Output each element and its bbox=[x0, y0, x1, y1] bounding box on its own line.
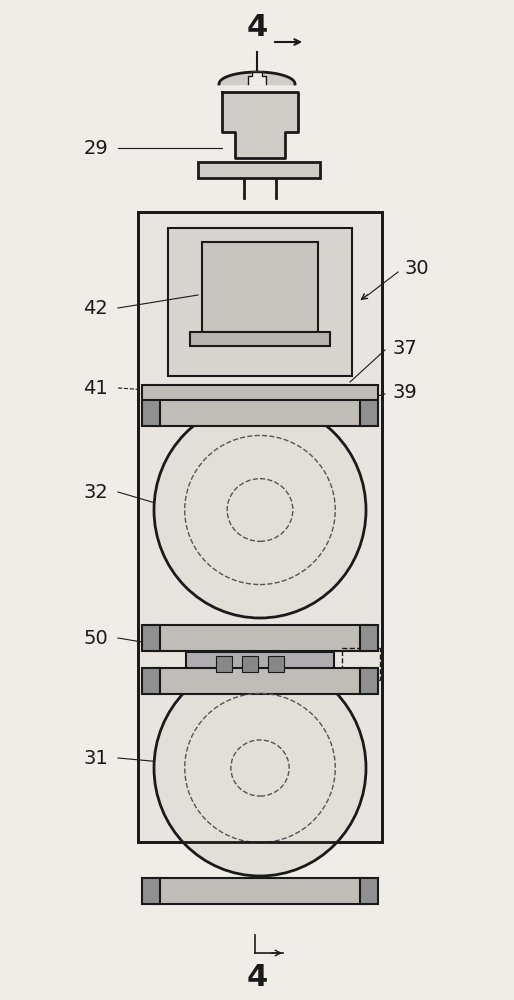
Bar bbox=[142, 878, 160, 904]
Bar bbox=[242, 656, 258, 672]
Bar bbox=[190, 332, 330, 346]
Text: 31: 31 bbox=[83, 748, 108, 768]
Bar bbox=[142, 668, 160, 694]
Bar bbox=[142, 400, 160, 426]
Text: 50: 50 bbox=[83, 629, 108, 648]
Bar bbox=[186, 652, 334, 676]
Ellipse shape bbox=[154, 402, 366, 618]
Text: 39: 39 bbox=[392, 382, 417, 401]
Polygon shape bbox=[248, 72, 266, 84]
Polygon shape bbox=[222, 92, 298, 158]
Bar bbox=[360, 878, 378, 904]
Bar bbox=[198, 162, 320, 178]
Bar bbox=[360, 625, 378, 651]
Bar bbox=[168, 228, 352, 376]
Bar bbox=[154, 668, 366, 694]
Bar bbox=[342, 648, 380, 680]
Text: 4: 4 bbox=[246, 964, 268, 992]
Bar bbox=[154, 625, 366, 651]
Text: 42: 42 bbox=[83, 298, 108, 318]
Text: 37: 37 bbox=[392, 338, 417, 358]
Text: 32: 32 bbox=[83, 483, 108, 502]
Text: 29: 29 bbox=[83, 138, 108, 157]
Bar bbox=[216, 656, 232, 672]
Bar bbox=[138, 212, 382, 842]
Text: 4: 4 bbox=[246, 13, 268, 42]
Bar bbox=[142, 385, 378, 403]
Bar bbox=[360, 400, 378, 426]
Bar bbox=[154, 400, 366, 426]
Bar bbox=[268, 656, 284, 672]
Ellipse shape bbox=[154, 660, 366, 876]
Bar bbox=[138, 212, 382, 842]
Bar bbox=[142, 625, 160, 651]
Text: 41: 41 bbox=[83, 378, 108, 397]
Bar bbox=[202, 242, 318, 332]
Bar bbox=[154, 878, 366, 904]
Bar bbox=[360, 668, 378, 694]
Text: 30: 30 bbox=[405, 258, 430, 277]
